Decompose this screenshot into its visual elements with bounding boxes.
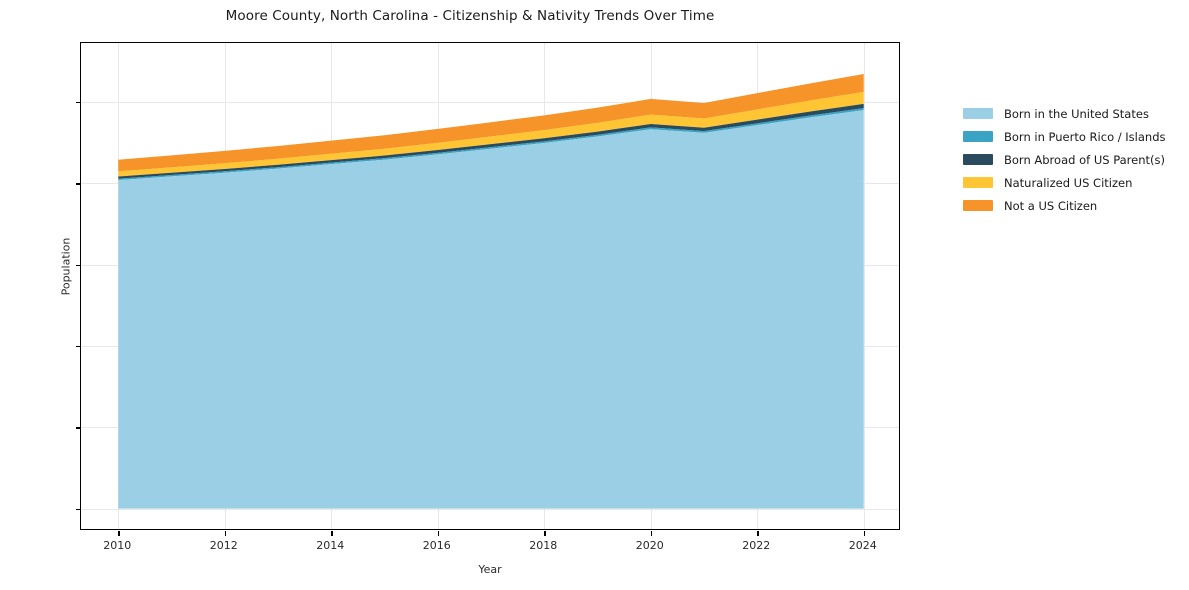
legend-label-0: Born in the United States bbox=[1004, 106, 1149, 121]
chart-title: Moore County, North Carolina - Citizensh… bbox=[225, 8, 715, 24]
gridline-vertical-7 bbox=[863, 43, 865, 529]
legend-label-1: Born in Puerto Rico / Islands bbox=[1004, 129, 1166, 144]
legend-item-3[interactable]: Naturalized US Citizen bbox=[963, 173, 1166, 192]
chart-legend: Born in the United States Born in Puerto … bbox=[963, 104, 1166, 219]
legend-item-0[interactable]: Born in the United States bbox=[963, 104, 1166, 123]
y-tick-mark-2 bbox=[76, 345, 81, 348]
x-tick-mark-4 bbox=[544, 531, 546, 536]
y-tick-mark-3 bbox=[76, 264, 81, 266]
x-tick-mark-1 bbox=[224, 531, 227, 536]
area-band-4 bbox=[118, 73, 864, 172]
y-tick-mark-5 bbox=[76, 101, 81, 104]
legend-label-2: Born Abroad of US Parent(s) bbox=[1004, 152, 1165, 167]
x-tick-mark-3 bbox=[437, 531, 440, 536]
gridline-horizontal-0 bbox=[81, 508, 899, 510]
y-tick-mark-0 bbox=[76, 508, 81, 510]
x-tick-label-6: 2022 bbox=[742, 539, 771, 552]
x-tick-label-4: 2018 bbox=[529, 539, 558, 552]
x-tick-mark-7 bbox=[863, 531, 866, 536]
legend-item-2[interactable]: Born Abroad of US Parent(s) bbox=[963, 150, 1166, 169]
legend-label-4: Not a US Citizen bbox=[1004, 198, 1098, 213]
x-tick-label-3: 2016 bbox=[422, 539, 451, 552]
x-tick-mark-0 bbox=[118, 531, 120, 536]
y-tick-mark-1 bbox=[76, 427, 81, 429]
y-axis-label: Population bbox=[59, 237, 73, 296]
legend-item-4[interactable]: Not a US Citizen bbox=[963, 196, 1166, 215]
x-axis-label: Year bbox=[478, 563, 502, 576]
plot-area bbox=[76, 42, 900, 536]
legend-swatch-icon-4 bbox=[963, 200, 993, 211]
x-tick-label-0: 2010 bbox=[103, 539, 132, 552]
area-band-2 bbox=[118, 103, 864, 179]
x-tick-label-2: 2014 bbox=[316, 539, 345, 552]
stacked-area-series bbox=[118, 73, 864, 509]
x-tick-mark-5 bbox=[650, 531, 653, 536]
legend-swatch-icon-3 bbox=[963, 177, 993, 188]
x-tick-mark-6 bbox=[757, 531, 759, 536]
area-band-0 bbox=[118, 110, 864, 509]
legend-swatch-icon-1 bbox=[963, 131, 993, 142]
y-tick-mark-4 bbox=[76, 183, 81, 185]
x-tick-label-1: 2012 bbox=[209, 539, 238, 552]
gridline-horizontal-5 bbox=[81, 101, 899, 103]
area-band-3 bbox=[118, 91, 864, 177]
legend-swatch-icon-0 bbox=[963, 108, 993, 119]
x-tick-mark-2 bbox=[331, 531, 333, 536]
x-tick-label-7: 2024 bbox=[848, 539, 877, 552]
x-tick-label-5: 2020 bbox=[635, 539, 664, 552]
legend-swatch-icon-2 bbox=[963, 154, 993, 165]
legend-item-1[interactable]: Born in Puerto Rico / Islands bbox=[963, 127, 1166, 146]
legend-label-3: Naturalized US Citizen bbox=[1004, 175, 1133, 190]
plot-inner bbox=[81, 43, 899, 529]
